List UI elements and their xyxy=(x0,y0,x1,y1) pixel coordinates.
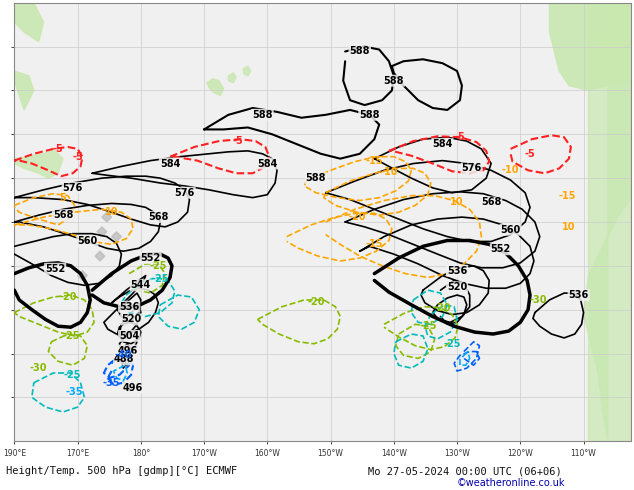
Text: 10: 10 xyxy=(450,197,464,207)
Text: 536: 536 xyxy=(569,290,589,300)
Text: -30: -30 xyxy=(30,363,48,373)
Polygon shape xyxy=(243,66,251,76)
Text: -35: -35 xyxy=(66,388,84,397)
Text: -25: -25 xyxy=(150,261,167,271)
Text: 576: 576 xyxy=(174,188,195,198)
Text: Mo 27-05-2024 00:00 UTC (06+06): Mo 27-05-2024 00:00 UTC (06+06) xyxy=(368,466,562,476)
Text: 588: 588 xyxy=(384,76,404,86)
Text: -20: -20 xyxy=(59,292,77,302)
Text: -25: -25 xyxy=(152,274,169,285)
Text: 576: 576 xyxy=(63,183,83,193)
Text: 536: 536 xyxy=(119,302,139,312)
Text: -25: -25 xyxy=(62,331,79,341)
Text: -25: -25 xyxy=(443,339,461,349)
Text: 568: 568 xyxy=(148,212,169,222)
Text: 568: 568 xyxy=(481,197,501,207)
Text: 588: 588 xyxy=(349,47,370,56)
Text: 552: 552 xyxy=(45,264,65,274)
Polygon shape xyxy=(95,251,105,261)
Text: 552: 552 xyxy=(491,244,511,254)
Text: 5: 5 xyxy=(60,193,67,203)
Text: 584: 584 xyxy=(257,159,278,169)
Text: 568: 568 xyxy=(53,210,73,220)
Polygon shape xyxy=(15,149,63,178)
Text: -25: -25 xyxy=(419,321,437,331)
Polygon shape xyxy=(15,3,44,42)
Polygon shape xyxy=(97,227,107,237)
Text: ©weatheronline.co.uk: ©weatheronline.co.uk xyxy=(456,478,565,488)
Text: -10: -10 xyxy=(380,167,398,177)
Text: -5: -5 xyxy=(455,132,465,142)
Text: -5: -5 xyxy=(233,136,243,146)
Text: 520: 520 xyxy=(121,315,141,324)
Text: 496: 496 xyxy=(123,383,143,392)
Polygon shape xyxy=(207,79,224,96)
Text: -20: -20 xyxy=(307,297,325,307)
Polygon shape xyxy=(77,270,87,280)
Text: 560: 560 xyxy=(77,237,98,246)
Text: 588: 588 xyxy=(252,110,273,120)
Text: 560: 560 xyxy=(500,225,521,235)
Text: -30: -30 xyxy=(529,295,547,305)
Text: 552: 552 xyxy=(141,253,160,263)
Text: 588: 588 xyxy=(359,110,380,120)
Text: -5: -5 xyxy=(525,149,535,159)
Text: -35: -35 xyxy=(103,378,120,388)
Text: -5: -5 xyxy=(72,152,83,162)
Text: 576: 576 xyxy=(462,163,482,173)
Polygon shape xyxy=(15,71,34,110)
Polygon shape xyxy=(598,3,631,81)
Polygon shape xyxy=(228,73,236,83)
Text: 544: 544 xyxy=(131,280,151,290)
Text: 488: 488 xyxy=(114,354,134,365)
Polygon shape xyxy=(583,3,631,441)
Text: -20: -20 xyxy=(434,303,451,313)
Text: 10: 10 xyxy=(562,222,576,232)
Text: -15: -15 xyxy=(559,191,576,201)
Text: 588: 588 xyxy=(306,173,327,183)
Text: -15: -15 xyxy=(366,156,383,166)
Polygon shape xyxy=(588,3,631,441)
Text: -15: -15 xyxy=(366,240,383,249)
Text: -40: -40 xyxy=(115,350,132,361)
Text: Height/Temp. 500 hPa [gdmp][°C] ECMWF: Height/Temp. 500 hPa [gdmp][°C] ECMWF xyxy=(6,466,238,476)
Polygon shape xyxy=(102,212,112,222)
Text: 584: 584 xyxy=(432,139,453,149)
Polygon shape xyxy=(112,232,121,242)
Text: 10: 10 xyxy=(105,207,119,217)
Text: 520: 520 xyxy=(447,282,467,292)
Text: -20: -20 xyxy=(348,212,366,222)
Text: 536: 536 xyxy=(447,266,467,276)
Text: 496: 496 xyxy=(118,345,138,356)
Text: 584: 584 xyxy=(160,159,180,169)
Text: 504: 504 xyxy=(119,331,139,341)
Text: -10: -10 xyxy=(502,165,519,175)
Text: -25: -25 xyxy=(64,370,82,380)
Polygon shape xyxy=(550,3,631,91)
Text: -5: -5 xyxy=(53,144,63,154)
